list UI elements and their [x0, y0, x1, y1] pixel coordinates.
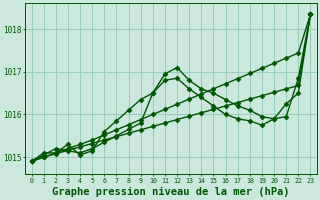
X-axis label: Graphe pression niveau de la mer (hPa): Graphe pression niveau de la mer (hPa) [52, 186, 290, 197]
